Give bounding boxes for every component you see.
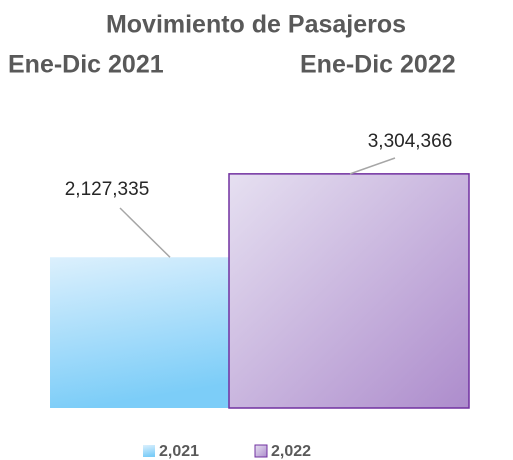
legend-label: 2,022 (271, 443, 311, 460)
chart-subtitle: Ene-Dic 2022 (300, 51, 456, 79)
chart-title: Movimiento de Pasajeros (106, 11, 406, 39)
bar (228, 173, 470, 409)
legend-swatch (143, 445, 155, 457)
legend-label: 2,021 (159, 443, 199, 460)
data-label: 3,304,366 (368, 131, 453, 152)
chart-subtitle: Ene-Dic 2021 (8, 51, 164, 79)
leader-line (119, 207, 171, 258)
legend-swatch (254, 444, 268, 458)
bar (50, 257, 229, 408)
leader-line (349, 157, 396, 175)
data-label: 2,127,335 (65, 179, 150, 200)
